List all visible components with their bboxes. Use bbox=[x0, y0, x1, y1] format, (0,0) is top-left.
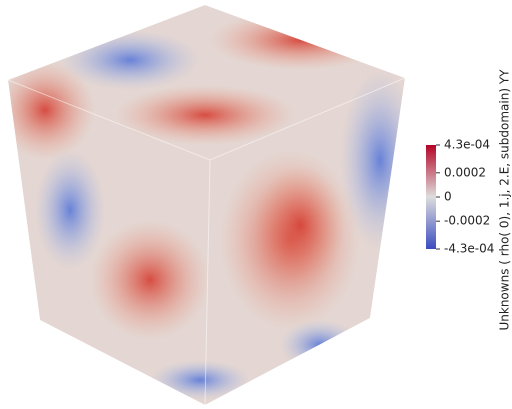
tick-label: -4.3e-04 bbox=[444, 242, 494, 256]
colorbar bbox=[426, 145, 436, 249]
tick-label: -0.0002 bbox=[444, 214, 490, 228]
cube bbox=[0, 5, 420, 405]
tick-label: 0.0002 bbox=[444, 165, 486, 179]
viewport: Unknowns ( rho( 0), 1.j, 2.E, subdomain)… bbox=[0, 0, 512, 409]
tick-label: 0 bbox=[444, 190, 452, 204]
colorbar-title: Unknowns ( rho( 0), 1.j, 2.E, subdomain)… bbox=[498, 69, 512, 331]
tick-label: 4.3e-04 bbox=[444, 138, 490, 152]
